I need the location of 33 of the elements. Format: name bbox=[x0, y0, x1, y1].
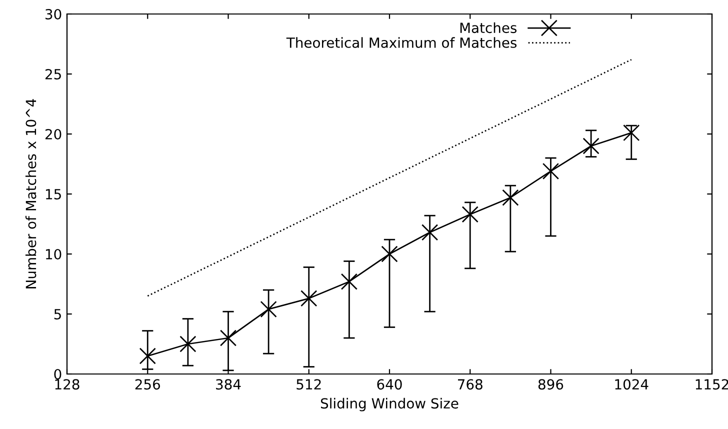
point bbox=[502, 189, 519, 206]
y-tick-label: 10 bbox=[46, 248, 62, 260]
x-tick-label: 1024 bbox=[615, 379, 648, 390]
y-tick-label: 30 bbox=[46, 8, 62, 20]
x-tick-label: 768 bbox=[458, 379, 482, 390]
point bbox=[623, 124, 640, 142]
point bbox=[340, 273, 358, 290]
legend-label: Matches bbox=[460, 22, 517, 34]
point bbox=[462, 206, 478, 223]
x-tick-label: 896 bbox=[538, 379, 564, 390]
x-tick-label: 384 bbox=[216, 379, 241, 390]
point bbox=[421, 224, 438, 241]
y-tick-label: 20 bbox=[45, 128, 62, 140]
point bbox=[220, 330, 237, 346]
point bbox=[542, 162, 560, 180]
y-axis-title: Number of Matches x 10^4 bbox=[25, 99, 36, 288]
point bbox=[300, 290, 318, 307]
x-tick-label: 128 bbox=[55, 379, 80, 390]
y-tick-label: 15 bbox=[46, 189, 61, 200]
legend-label: Theoretical Maximum of Matches bbox=[286, 37, 517, 48]
point bbox=[139, 348, 156, 364]
y-tick-label: 5 bbox=[54, 309, 61, 320]
x-axis-title: Sliding Window Size bbox=[320, 398, 458, 412]
x-tick-label: 1152 bbox=[696, 379, 728, 390]
x-tick-label: 640 bbox=[377, 379, 402, 390]
x-tick-label: 256 bbox=[135, 379, 160, 390]
y-tick-label: 25 bbox=[45, 68, 61, 80]
point bbox=[381, 246, 398, 262]
point bbox=[180, 336, 196, 352]
point bbox=[582, 138, 600, 154]
y-tick-label: 0 bbox=[54, 368, 62, 380]
x-tick-label: 512 bbox=[296, 379, 321, 390]
point bbox=[260, 300, 277, 318]
